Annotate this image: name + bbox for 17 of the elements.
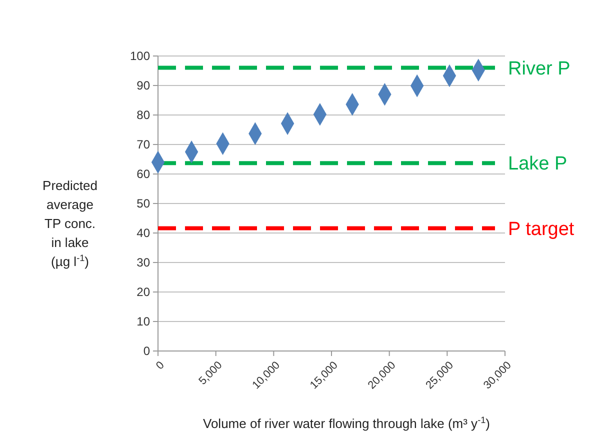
y-tick-label: 20 — [136, 285, 150, 300]
ref-line-label: River P — [508, 58, 570, 80]
ref-line-label: P target — [508, 218, 575, 240]
y-tick-label: 100 — [130, 49, 150, 64]
x-axis-title: Volume of river water flowing through lake (m³ y$^{-1}$) — [203, 415, 490, 431]
y-tick-label: 0 — [143, 344, 150, 358]
y-tick-label: 90 — [136, 78, 150, 93]
y-tick-label: 40 — [136, 226, 150, 240]
y-tick-label: 50 — [136, 196, 150, 211]
y-axis-title: Predicted average TP conc. in lake (µg l$^{-1}$) — [42, 178, 98, 269]
y-tick-label: 30 — [136, 256, 150, 270]
x-tick-label: 0 — [154, 359, 167, 372]
y-tick-label: 80 — [136, 108, 150, 122]
y-tick-label: 70 — [136, 138, 150, 152]
y-tick-label: 10 — [136, 314, 150, 329]
y-tick-label: 60 — [136, 167, 150, 182]
ref-line-label: Lake P — [508, 154, 568, 175]
